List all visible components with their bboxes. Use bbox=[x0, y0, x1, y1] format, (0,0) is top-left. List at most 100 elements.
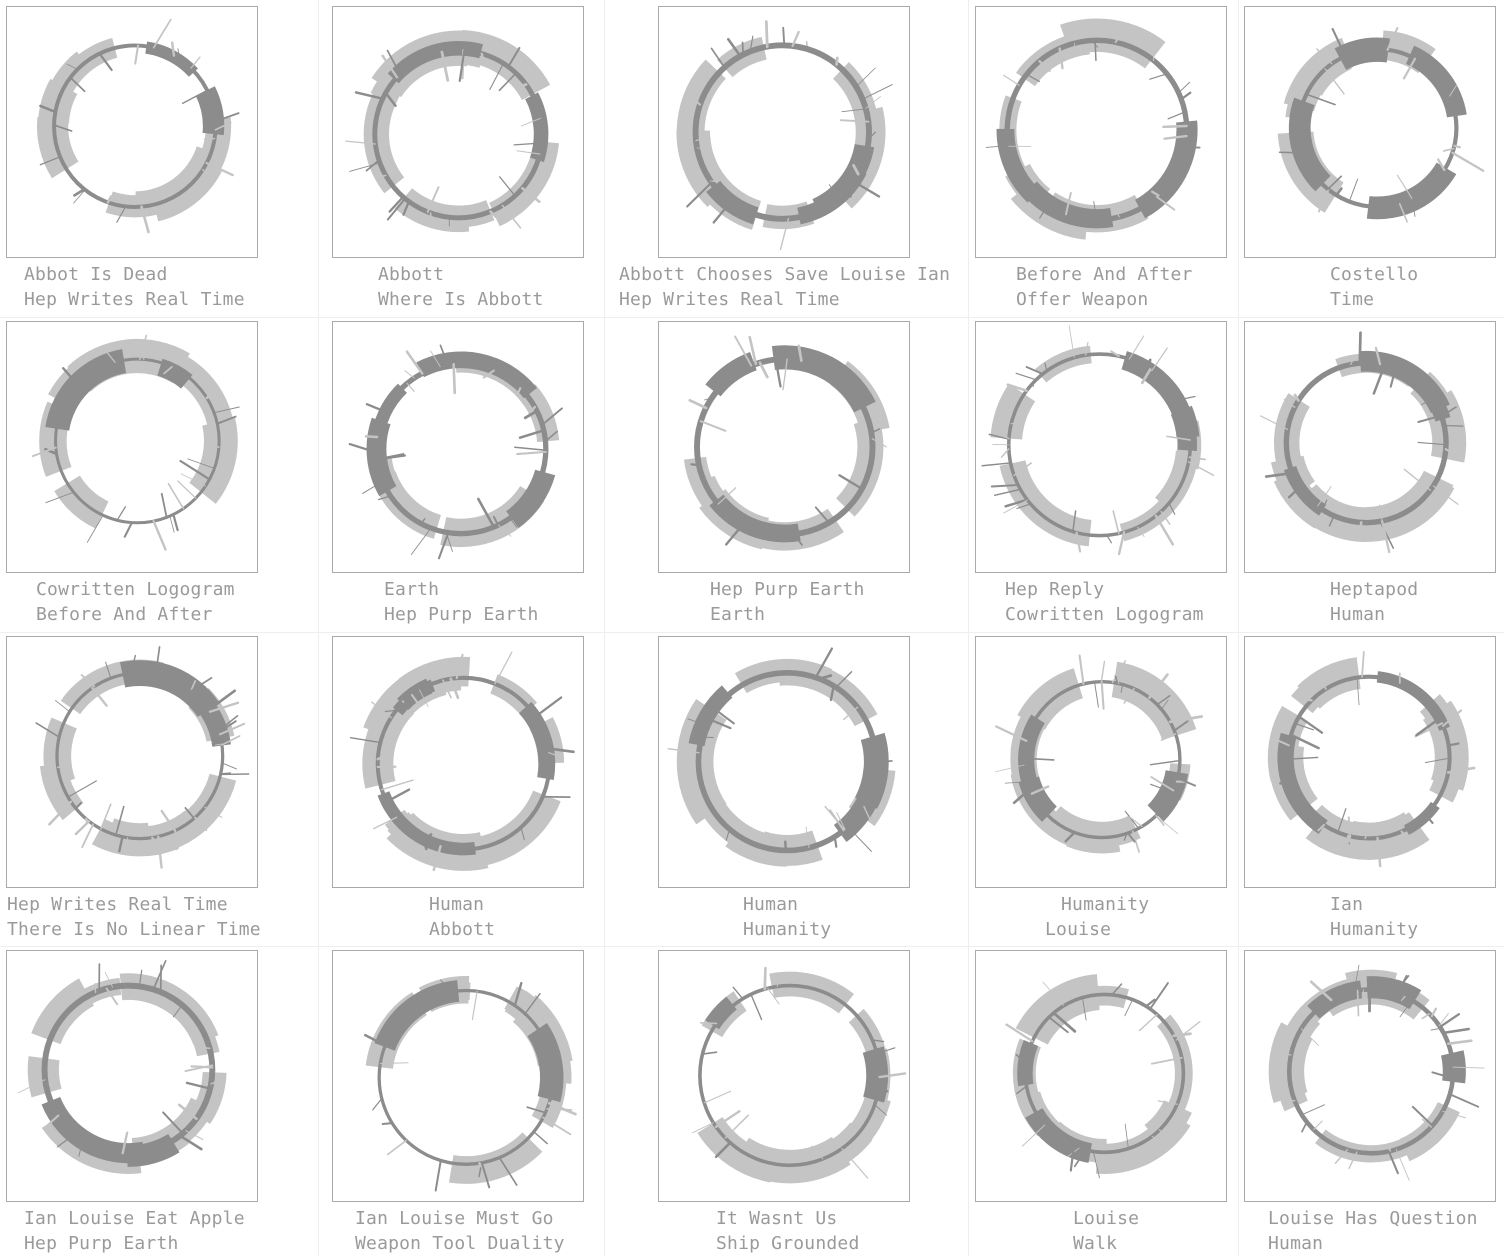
logogram-ring-image bbox=[1259, 331, 1467, 554]
logogram-ring-image bbox=[667, 647, 896, 867]
logogram-thumbnail[interactable] bbox=[975, 636, 1227, 888]
logogram-caption: Costello Time bbox=[1330, 262, 1418, 312]
caption-subtitle: Humanity bbox=[743, 919, 832, 940]
logogram-caption: Hep Writes Real Time There Is No Linear T… bbox=[7, 892, 261, 942]
logogram-ring-image bbox=[985, 18, 1201, 240]
logogram-ring-image bbox=[981, 325, 1215, 556]
logogram-thumbnail[interactable] bbox=[1244, 950, 1496, 1202]
logogram-caption: Human Humanity bbox=[743, 892, 831, 942]
caption-subtitle: Louise bbox=[1045, 919, 1112, 940]
logogram-thumbnail[interactable] bbox=[332, 321, 584, 573]
logogram-caption: Cowritten Logogram Before And After bbox=[36, 577, 235, 627]
caption-title: Heptapod bbox=[1330, 579, 1419, 600]
logogram-caption: Louise Walk bbox=[1073, 1206, 1139, 1256]
logogram-ring-image bbox=[683, 335, 890, 551]
logogram-caption: Before And After Offer Weapon bbox=[1016, 262, 1193, 312]
caption-subtitle: Hep Writes Real Time bbox=[619, 289, 840, 310]
caption-subtitle: There Is No Linear Time bbox=[7, 919, 261, 940]
logogram-ring-image bbox=[1277, 26, 1485, 223]
logogram-caption: Human Abbott bbox=[429, 892, 495, 942]
caption-title: Abbott bbox=[378, 264, 445, 285]
logogram-caption: Hep Reply Cowritten Logogram bbox=[1005, 577, 1204, 627]
caption-title: Human bbox=[743, 894, 799, 915]
caption-title: Costello bbox=[1330, 264, 1419, 285]
caption-title: Louise bbox=[1073, 1208, 1140, 1229]
logogram-thumbnail[interactable] bbox=[1244, 636, 1496, 888]
logogram-thumbnail[interactable] bbox=[1244, 321, 1496, 573]
logogram-caption: Abbot Is Dead Hep Writes Real Time bbox=[24, 262, 245, 312]
logogram-caption: Humanity Louise bbox=[1045, 892, 1150, 942]
grid-divider bbox=[0, 317, 1504, 318]
logogram-thumbnail[interactable] bbox=[332, 636, 584, 888]
caption-title: Hep Reply bbox=[1005, 579, 1105, 600]
logogram-caption: It Wasnt Us Ship Grounded bbox=[716, 1206, 859, 1256]
logogram-ring-image bbox=[1005, 974, 1201, 1179]
logogram-ring-image bbox=[345, 30, 559, 233]
caption-subtitle: Hep Writes Real Time bbox=[24, 289, 245, 310]
caption-title: Ian Louise Must Go bbox=[355, 1208, 554, 1229]
caption-title: Humanity bbox=[1061, 894, 1150, 915]
caption-subtitle: Hep Purp Earth bbox=[384, 604, 539, 625]
caption-title: Earth bbox=[384, 579, 440, 600]
logogram-thumbnail[interactable] bbox=[6, 321, 258, 573]
logogram-thumbnail[interactable] bbox=[6, 636, 258, 888]
logogram-ring-image bbox=[692, 966, 907, 1184]
caption-subtitle: Where Is Abbott bbox=[378, 289, 544, 310]
grid-divider bbox=[604, 0, 605, 1256]
logogram-thumbnail[interactable] bbox=[975, 6, 1227, 258]
logogram-caption: Earth Hep Purp Earth bbox=[384, 577, 539, 627]
caption-subtitle: Abbott bbox=[429, 919, 496, 940]
logogram-caption: Hep Purp Earth Earth bbox=[710, 577, 865, 627]
caption-title: Before And After bbox=[1016, 264, 1193, 285]
logogram-caption: Abbott Where Is Abbott bbox=[378, 262, 544, 312]
caption-title: Hep Writes Real Time bbox=[7, 894, 228, 915]
caption-subtitle: Earth bbox=[710, 604, 766, 625]
logogram-caption: Heptapod Human bbox=[1330, 577, 1418, 627]
logogram-thumbnail[interactable] bbox=[6, 950, 258, 1202]
logogram-thumbnail[interactable] bbox=[332, 950, 584, 1202]
logogram-ring-image bbox=[676, 20, 893, 251]
logogram-caption: Ian Humanity bbox=[1330, 892, 1418, 942]
logogram-ring-image bbox=[364, 975, 577, 1192]
logogram-thumbnail[interactable] bbox=[658, 6, 910, 258]
caption-title: It Wasnt Us bbox=[716, 1208, 838, 1229]
caption-title: Louise Has Question bbox=[1268, 1208, 1478, 1229]
logogram-thumbnail[interactable] bbox=[658, 321, 910, 573]
caption-subtitle: Hep Purp Earth bbox=[24, 1233, 179, 1254]
caption-subtitle: Ship Grounded bbox=[716, 1233, 860, 1254]
grid-divider bbox=[968, 0, 969, 1256]
caption-subtitle: Human bbox=[1330, 604, 1386, 625]
grid-divider bbox=[1238, 0, 1239, 1256]
logogram-thumbnail[interactable] bbox=[975, 950, 1227, 1202]
logogram-ring-image bbox=[1267, 650, 1476, 868]
logogram-caption: Ian Louise Must Go Weapon Tool Duality bbox=[355, 1206, 565, 1256]
logogram-ring-image bbox=[995, 654, 1203, 854]
caption-title: Cowritten Logogram bbox=[36, 579, 235, 600]
logogram-thumbnail[interactable] bbox=[1244, 6, 1496, 258]
caption-title: Ian Louise Eat Apple bbox=[24, 1208, 245, 1229]
caption-title: Hep Purp Earth bbox=[710, 579, 865, 600]
logogram-caption: Ian Louise Eat Apple Hep Purp Earth bbox=[24, 1206, 245, 1256]
logogram-thumbnail[interactable] bbox=[6, 6, 258, 258]
caption-subtitle: Offer Weapon bbox=[1016, 289, 1149, 310]
caption-subtitle: Before And After bbox=[36, 604, 213, 625]
logogram-ring-image bbox=[31, 334, 240, 551]
logogram-thumbnail[interactable] bbox=[975, 321, 1227, 573]
grid-divider bbox=[0, 632, 1504, 633]
caption-title: Abbot Is Dead bbox=[24, 264, 168, 285]
caption-subtitle: Walk bbox=[1073, 1233, 1118, 1254]
logogram-caption: Louise Has Question Human bbox=[1268, 1206, 1478, 1256]
logogram-thumbnail[interactable] bbox=[658, 950, 910, 1202]
logogram-ring-image bbox=[36, 18, 240, 234]
logogram-thumbnail[interactable] bbox=[658, 636, 910, 888]
caption-subtitle: Human bbox=[1268, 1233, 1324, 1254]
caption-subtitle: Time bbox=[1330, 289, 1375, 310]
logogram-thumbnail[interactable] bbox=[332, 6, 584, 258]
caption-title: Abbott Chooses Save Louise Ian bbox=[619, 264, 951, 285]
logogram-ring-image bbox=[349, 651, 575, 872]
grid-divider bbox=[318, 0, 319, 1256]
caption-subtitle: Cowritten Logogram bbox=[1005, 604, 1204, 625]
logogram-ring-image bbox=[1268, 964, 1485, 1181]
logogram-ring-image bbox=[35, 646, 250, 869]
